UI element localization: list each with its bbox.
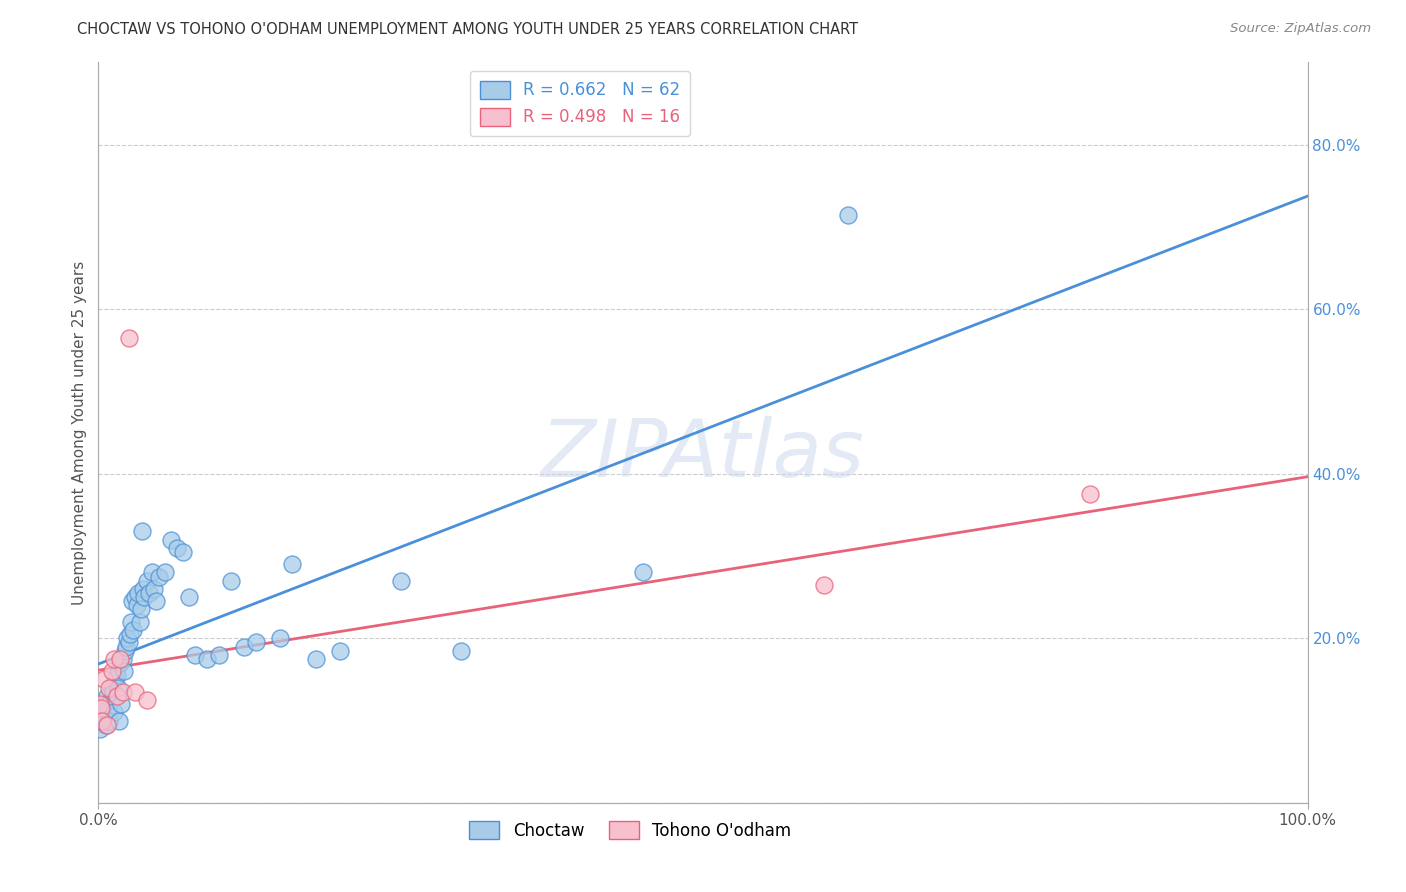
Point [127, 586, 149, 600]
Point [118, 331, 141, 345]
Point [281, 558, 304, 572]
Point [98, 681, 121, 695]
Point [93, 673, 115, 687]
Point [96, 689, 118, 703]
Point [813, 578, 835, 592]
Point [91, 714, 114, 728]
Point [124, 590, 146, 604]
Point [111, 685, 134, 699]
Point [112, 664, 135, 678]
Point [305, 652, 328, 666]
Point [143, 582, 166, 596]
Point [117, 632, 139, 646]
Point [100, 681, 122, 695]
Point [105, 689, 128, 703]
Point [134, 590, 156, 604]
Point [631, 566, 654, 580]
Point [118, 635, 141, 649]
Point [166, 541, 188, 555]
Point [90, 701, 112, 715]
Point [107, 681, 129, 695]
Point [104, 673, 127, 687]
Point [232, 640, 254, 654]
Point [115, 640, 138, 654]
Point [111, 652, 134, 666]
Point [195, 652, 218, 666]
Point [122, 623, 145, 637]
Point [1078, 487, 1101, 501]
Point [389, 574, 412, 588]
Point [90, 706, 112, 720]
Point [121, 594, 143, 608]
Point [128, 615, 150, 629]
Point [127, 599, 149, 613]
Point [120, 615, 142, 629]
Point [108, 652, 131, 666]
Point [145, 594, 167, 608]
Point [269, 632, 291, 646]
Point [132, 582, 155, 596]
Legend: Choctaw, Tohono O'odham: Choctaw, Tohono O'odham [463, 814, 799, 847]
Point [160, 533, 183, 547]
Point [89, 697, 111, 711]
Point [93, 697, 115, 711]
Point [221, 574, 243, 588]
Point [138, 586, 160, 600]
Point [97, 701, 120, 715]
Point [135, 574, 157, 588]
Point [103, 652, 125, 666]
Text: ZIPAtlas: ZIPAtlas [541, 416, 865, 494]
Point [184, 648, 207, 662]
Point [208, 648, 231, 662]
Point [245, 635, 267, 649]
Point [141, 566, 163, 580]
Point [135, 693, 157, 707]
Point [103, 706, 125, 720]
Point [114, 643, 136, 657]
Point [124, 685, 146, 699]
Point [129, 602, 152, 616]
Point [100, 693, 122, 707]
Point [98, 714, 121, 728]
Point [94, 717, 117, 731]
Point [153, 566, 176, 580]
Point [118, 627, 141, 641]
Point [100, 664, 122, 678]
Point [96, 717, 118, 731]
Y-axis label: Unemployment Among Youth under 25 years: Unemployment Among Youth under 25 years [72, 260, 87, 605]
Point [450, 643, 472, 657]
Point [110, 697, 132, 711]
Point [108, 714, 131, 728]
Point [101, 685, 124, 699]
Point [148, 569, 170, 583]
Point [105, 668, 128, 682]
Point [837, 208, 859, 222]
Text: CHOCTAW VS TOHONO O'ODHAM UNEMPLOYMENT AMONG YOUTH UNDER 25 YEARS CORRELATION CH: CHOCTAW VS TOHONO O'ODHAM UNEMPLOYMENT A… [77, 22, 859, 37]
Point [131, 524, 153, 539]
Point [329, 643, 352, 657]
Point [91, 709, 114, 723]
Point [91, 714, 114, 728]
Point [172, 545, 194, 559]
Point [89, 722, 111, 736]
Point [179, 590, 201, 604]
Text: Source: ZipAtlas.com: Source: ZipAtlas.com [1230, 22, 1371, 36]
Point [108, 656, 131, 670]
